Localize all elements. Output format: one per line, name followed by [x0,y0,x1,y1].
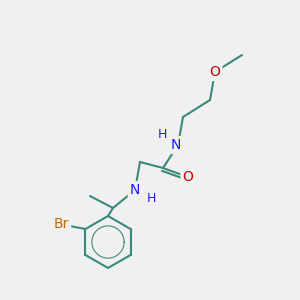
Text: O: O [183,170,194,184]
Text: O: O [210,65,220,79]
Text: N: N [171,138,181,152]
Text: N: N [130,183,140,197]
Text: H: H [146,191,156,205]
Text: Br: Br [54,217,69,231]
Text: H: H [157,128,167,142]
